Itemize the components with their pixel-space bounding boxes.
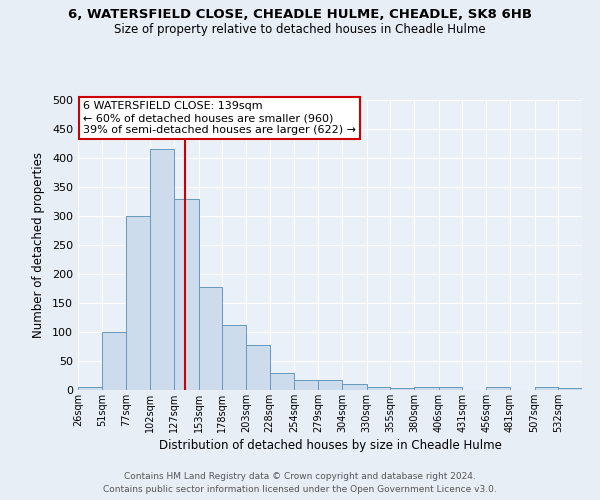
Bar <box>558 388 582 390</box>
X-axis label: Distribution of detached houses by size in Cheadle Hulme: Distribution of detached houses by size … <box>158 439 502 452</box>
Bar <box>414 387 439 390</box>
Bar <box>102 332 127 390</box>
Bar <box>150 150 174 390</box>
Bar <box>486 387 510 390</box>
Text: 6 WATERSFIELD CLOSE: 139sqm
← 60% of detached houses are smaller (960)
39% of se: 6 WATERSFIELD CLOSE: 139sqm ← 60% of det… <box>83 102 356 134</box>
Bar <box>535 387 558 390</box>
Bar <box>295 380 318 390</box>
Bar <box>199 287 222 390</box>
Bar <box>270 372 295 390</box>
Text: Contains HM Land Registry data © Crown copyright and database right 2024.: Contains HM Land Registry data © Crown c… <box>124 472 476 481</box>
Bar <box>174 198 199 390</box>
Bar <box>246 346 270 390</box>
Bar <box>439 387 463 390</box>
Bar <box>367 387 390 390</box>
Bar <box>318 380 342 390</box>
Text: Size of property relative to detached houses in Cheadle Hulme: Size of property relative to detached ho… <box>114 22 486 36</box>
Bar <box>342 384 367 390</box>
Y-axis label: Number of detached properties: Number of detached properties <box>32 152 45 338</box>
Bar <box>390 388 414 390</box>
Text: 6, WATERSFIELD CLOSE, CHEADLE HULME, CHEADLE, SK8 6HB: 6, WATERSFIELD CLOSE, CHEADLE HULME, CHE… <box>68 8 532 20</box>
Text: Contains public sector information licensed under the Open Government Licence v3: Contains public sector information licen… <box>103 485 497 494</box>
Bar <box>78 387 102 390</box>
Bar <box>222 325 246 390</box>
Bar <box>127 216 150 390</box>
